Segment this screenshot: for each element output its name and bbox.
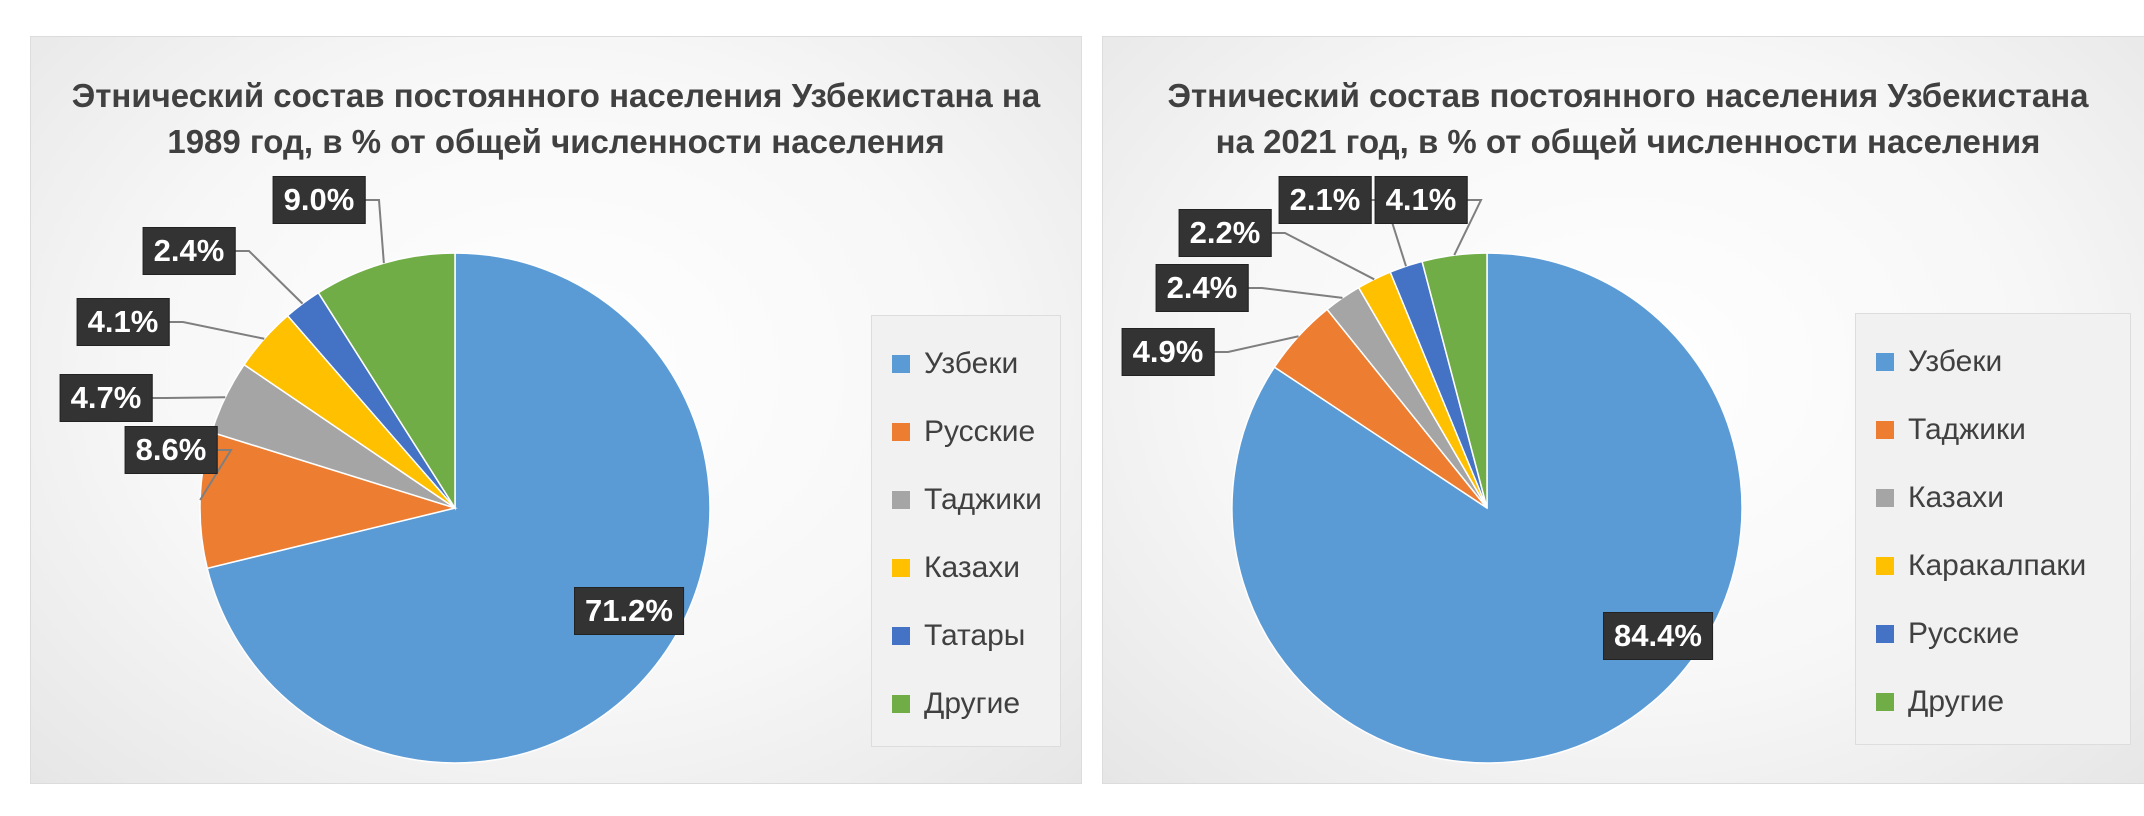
leader-line-таджики — [148, 396, 226, 399]
leader-line-русские — [199, 449, 233, 501]
legend-item-другие: Другие — [1876, 668, 2110, 736]
title-line-1: Этнический состав постоянного населения … — [71, 77, 1041, 114]
legend-item-таджики: Таджики — [1876, 396, 2110, 464]
legend-item-татары: Татары — [892, 602, 1040, 670]
pie-slice-узбеки — [206, 252, 711, 764]
data-label-узбеки: 71.2% — [574, 587, 684, 635]
legend-label: Узбеки — [924, 347, 1019, 380]
legend-item-казахи: Казахи — [892, 534, 1040, 602]
legend-swatch — [892, 355, 910, 373]
legend-label: Казахи — [1908, 481, 2005, 514]
data-label-казахи: 4.1% — [76, 298, 170, 346]
data-label-таджики: 4.9% — [1121, 328, 1215, 376]
legend-label: Узбеки — [1908, 345, 2003, 378]
leader-line-татары — [231, 250, 304, 305]
title-line-2: на 2021 год, в % от общей численности на… — [1215, 123, 2041, 160]
data-label-каракалпаки: 2.2% — [1178, 209, 1272, 257]
chart-title: Этнический состав постоянного населения … — [1123, 73, 2133, 165]
legend-item-другие: Другие — [892, 670, 1040, 738]
legend-swatch — [892, 423, 910, 441]
legend-swatch — [1876, 693, 1894, 711]
legend-swatch — [892, 627, 910, 645]
data-label-другие: 4.1% — [1374, 176, 1468, 224]
chart-panel-1989: Этнический состав постоянного населения … — [30, 36, 1082, 784]
title-line-1: Этнический состав постоянного населения … — [1167, 77, 2089, 114]
legend-label: Другие — [924, 687, 1021, 720]
legend-item-русские: Русские — [892, 398, 1040, 466]
legend-label: Русские — [924, 415, 1036, 448]
legend-label: Русские — [1908, 617, 2020, 650]
chart-title: Этнический состав постоянного населения … — [51, 73, 1061, 165]
data-label-другие: 9.0% — [272, 176, 366, 224]
data-label-таджики: 4.7% — [59, 374, 153, 422]
title-line-2: 1989 год, в % от общей численности насел… — [167, 123, 945, 160]
leader-line-каракалпаки — [1267, 232, 1375, 281]
legend-swatch — [1876, 557, 1894, 575]
legend-swatch — [892, 491, 910, 509]
legend: Узбеки Таджики Казахи Каракалпаки Русские Дру… — [1855, 313, 2131, 745]
data-label-узбеки: 84.4% — [1603, 612, 1713, 660]
data-label-татары: 2.4% — [142, 227, 236, 275]
legend-item-русские: Русские — [1876, 600, 2110, 668]
legend-label: Другие — [1908, 685, 2005, 718]
pie-slice-другие — [1421, 252, 1488, 509]
leader-line-другие — [1453, 199, 1483, 256]
legend-swatch — [1876, 625, 1894, 643]
data-label-русские: 8.6% — [124, 426, 218, 474]
data-label-казахи: 2.4% — [1155, 264, 1249, 312]
legend-item-узбеки: Узбеки — [1876, 328, 2110, 396]
pie-chart-1989 — [148, 199, 711, 764]
chart-panel-2021: Этнический состав постоянного населения … — [1102, 36, 2144, 784]
legend-item-каракалпаки: Каракалпаки — [1876, 532, 2110, 600]
legend-label: Таджики — [1908, 413, 2026, 446]
legend-label: Каракалпаки — [1908, 549, 2087, 582]
leader-line-другие — [361, 199, 385, 264]
legend-swatch — [892, 559, 910, 577]
legend-label: Таджики — [924, 483, 1042, 516]
legend-swatch — [1876, 421, 1894, 439]
pie-slice-другие — [317, 252, 456, 511]
leader-line-казахи — [1244, 287, 1343, 299]
legend-label: Татары — [924, 619, 1026, 652]
legend-item-узбеки: Узбеки — [892, 330, 1040, 398]
legend-swatch — [1876, 353, 1894, 371]
legend-item-таджики: Таджики — [892, 466, 1042, 534]
leader-line-таджики — [1210, 335, 1299, 353]
legend: Узбеки Русские Таджики Казахи Татары Другие — [871, 315, 1061, 747]
legend-item-казахи: Казахи — [1876, 464, 2110, 532]
legend-swatch — [892, 695, 910, 713]
legend-swatch — [1876, 489, 1894, 507]
leader-line-казахи — [165, 321, 265, 340]
data-label-русские: 2.1% — [1278, 176, 1372, 224]
legend-label: Казахи — [924, 551, 1021, 584]
